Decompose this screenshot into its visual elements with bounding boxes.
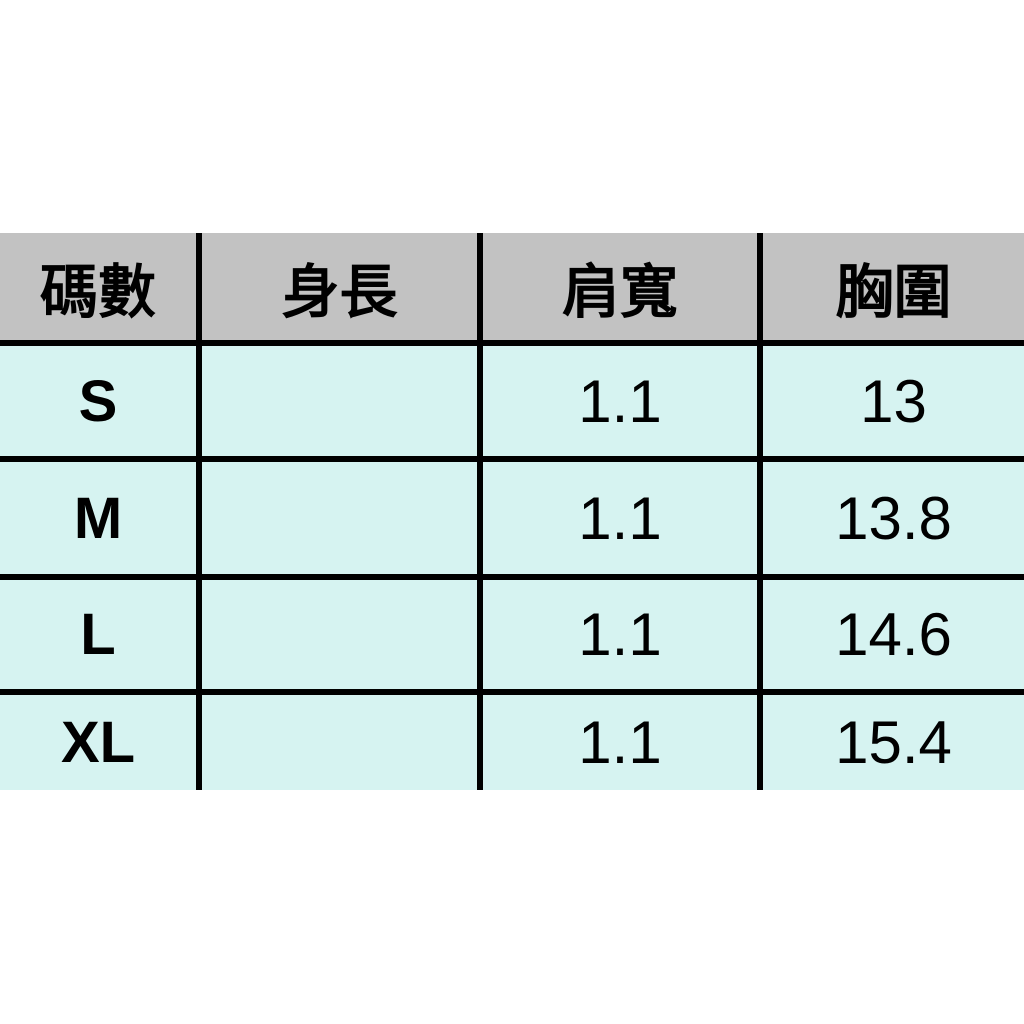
cell-body-length	[196, 689, 483, 790]
cell-size-label: XL	[0, 689, 202, 790]
table-row-s: S 1.1 13	[0, 340, 1024, 462]
table-row-l: L 1.1 14.6	[0, 574, 1024, 695]
cell-shoulder-width: 1.1	[477, 456, 763, 580]
column-header-size-code: 碼數	[0, 233, 202, 346]
cell-size-label: M	[0, 456, 202, 580]
column-header-chest-circumference: 胸圍	[757, 233, 1024, 346]
header-row: 碼數 身長 肩寬 胸圍	[0, 233, 1024, 346]
cell-chest-circumference: 13	[757, 340, 1024, 462]
cell-body-length	[196, 340, 483, 462]
column-header-shoulder-width: 肩寬	[477, 233, 763, 346]
column-header-body-length: 身長	[196, 233, 483, 346]
cell-chest-circumference: 13.8	[757, 456, 1024, 580]
cell-body-length	[196, 574, 483, 695]
cell-chest-circumference: 14.6	[757, 574, 1024, 695]
cell-shoulder-width: 1.1	[477, 340, 763, 462]
cell-shoulder-width: 1.1	[477, 574, 763, 695]
table-row-m: M 1.1 13.8	[0, 456, 1024, 580]
cell-size-label: L	[0, 574, 202, 695]
cell-body-length	[196, 456, 483, 580]
size-chart-table: 碼數 身長 肩寬 胸圍 S 1.1 13 M 1.1 13.8 L	[0, 233, 1024, 790]
cell-size-label: S	[0, 340, 202, 462]
table-row-xl: XL 1.1 15.4	[0, 689, 1024, 790]
cell-chest-circumference: 15.4	[757, 689, 1024, 790]
size-chart: 碼數 身長 肩寬 胸圍 S 1.1 13 M 1.1 13.8 L	[0, 233, 1024, 792]
cell-shoulder-width: 1.1	[477, 689, 763, 790]
